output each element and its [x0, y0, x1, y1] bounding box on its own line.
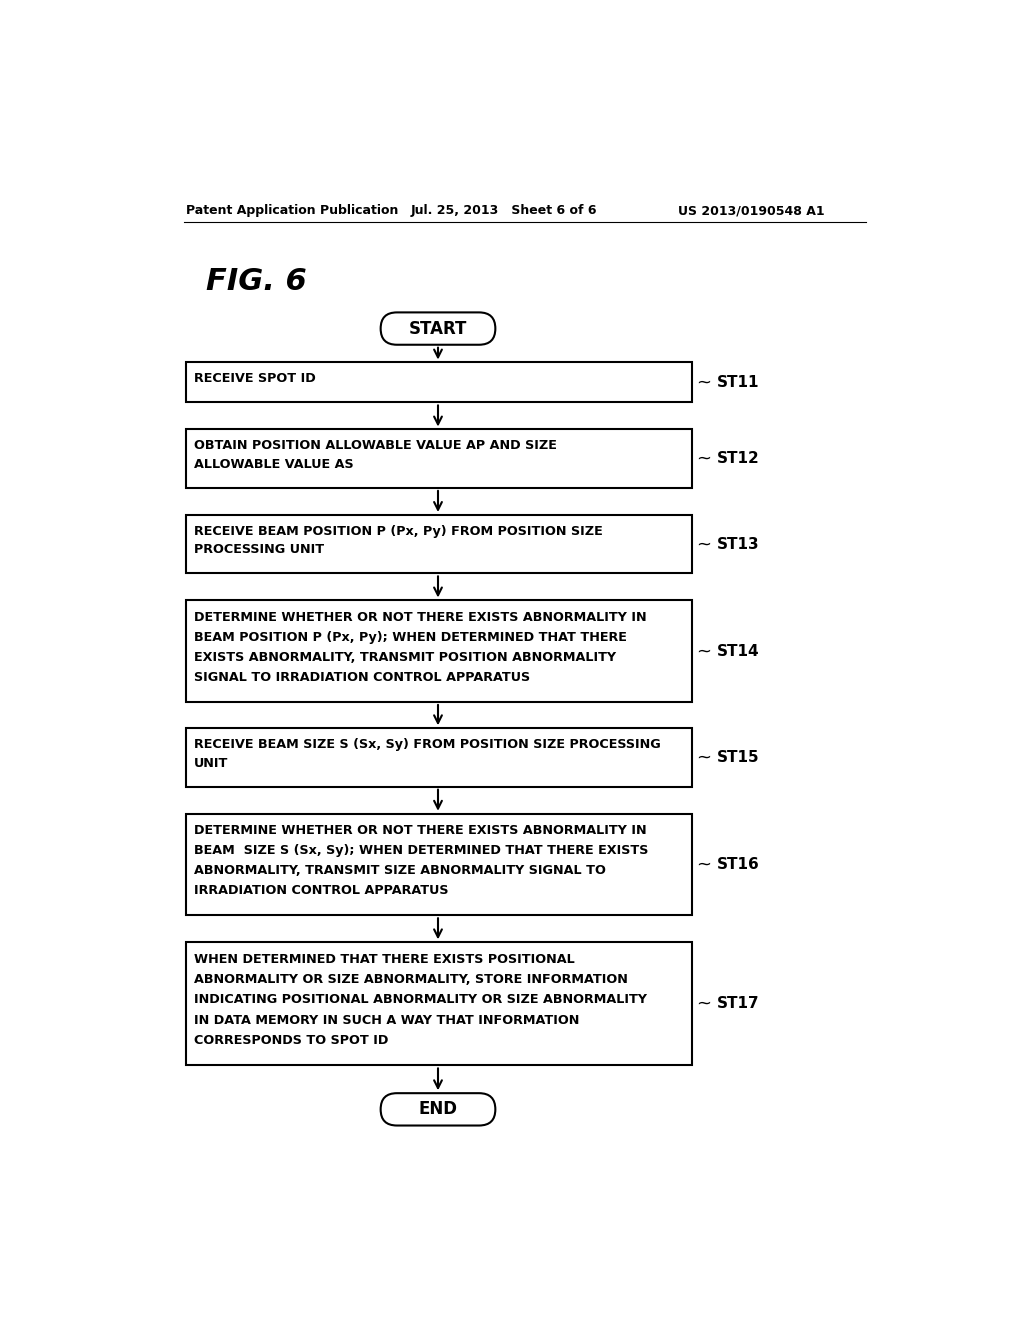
Text: ST16: ST16 [717, 857, 760, 873]
Bar [186, 813, 692, 915]
Text: ST13: ST13 [717, 537, 760, 552]
Bar [186, 601, 692, 702]
Text: ABNORMALITY, TRANSMIT SIZE ABNORMALITY SIGNAL TO: ABNORMALITY, TRANSMIT SIZE ABNORMALITY S… [194, 865, 606, 876]
Text: ST14: ST14 [717, 644, 760, 659]
Bar [186, 429, 692, 488]
Text: Patent Application Publication: Patent Application Publication [186, 205, 398, 218]
Text: ~: ~ [696, 995, 712, 1012]
Text: SIGNAL TO IRRADIATION CONTROL APPARATUS: SIGNAL TO IRRADIATION CONTROL APPARATUS [194, 671, 530, 684]
Text: UNIT: UNIT [194, 756, 228, 770]
Text: ~: ~ [696, 643, 712, 660]
Text: DETERMINE WHETHER OR NOT THERE EXISTS ABNORMALITY IN: DETERMINE WHETHER OR NOT THERE EXISTS AB… [194, 824, 646, 837]
Text: INDICATING POSITIONAL ABNORMALITY OR SIZE ABNORMALITY: INDICATING POSITIONAL ABNORMALITY OR SIZ… [194, 993, 647, 1006]
Text: IN DATA MEMORY IN SUCH A WAY THAT INFORMATION: IN DATA MEMORY IN SUCH A WAY THAT INFORM… [194, 1014, 580, 1027]
Text: ABNORMALITY OR SIZE ABNORMALITY, STORE INFORMATION: ABNORMALITY OR SIZE ABNORMALITY, STORE I… [194, 973, 628, 986]
Text: US 2013/0190548 A1: US 2013/0190548 A1 [678, 205, 825, 218]
FancyBboxPatch shape [381, 313, 496, 345]
Text: RECEIVE SPOT ID: RECEIVE SPOT ID [194, 372, 315, 385]
FancyBboxPatch shape [381, 1093, 496, 1126]
Text: EXISTS ABNORMALITY, TRANSMIT POSITION ABNORMALITY: EXISTS ABNORMALITY, TRANSMIT POSITION AB… [194, 651, 616, 664]
Bar [186, 729, 692, 787]
Text: ~: ~ [696, 748, 712, 767]
Text: BEAM  SIZE S (Sx, Sy); WHEN DETERMINED THAT THERE EXISTS: BEAM SIZE S (Sx, Sy); WHEN DETERMINED TH… [194, 843, 648, 857]
Text: Jul. 25, 2013   Sheet 6 of 6: Jul. 25, 2013 Sheet 6 of 6 [411, 205, 597, 218]
Text: ST12: ST12 [717, 451, 760, 466]
Text: IRRADIATION CONTROL APPARATUS: IRRADIATION CONTROL APPARATUS [194, 884, 449, 898]
Bar [186, 363, 692, 403]
Text: BEAM POSITION P (Px, Py); WHEN DETERMINED THAT THERE: BEAM POSITION P (Px, Py); WHEN DETERMINE… [194, 631, 627, 644]
Text: ~: ~ [696, 535, 712, 553]
Text: DETERMINE WHETHER OR NOT THERE EXISTS ABNORMALITY IN: DETERMINE WHETHER OR NOT THERE EXISTS AB… [194, 611, 646, 623]
Text: PROCESSING UNIT: PROCESSING UNIT [194, 544, 324, 556]
Text: RECEIVE BEAM SIZE S (Sx, Sy) FROM POSITION SIZE PROCESSING: RECEIVE BEAM SIZE S (Sx, Sy) FROM POSITI… [194, 738, 660, 751]
Text: FIG. 6: FIG. 6 [206, 267, 306, 296]
Text: ST11: ST11 [717, 375, 760, 389]
Text: WHEN DETERMINED THAT THERE EXISTS POSITIONAL: WHEN DETERMINED THAT THERE EXISTS POSITI… [194, 953, 574, 966]
Text: ST15: ST15 [717, 750, 760, 766]
Text: RECEIVE BEAM POSITION P (Px, Py) FROM POSITION SIZE: RECEIVE BEAM POSITION P (Px, Py) FROM PO… [194, 525, 603, 537]
Text: END: END [419, 1101, 458, 1118]
Bar [186, 942, 692, 1065]
Text: ~: ~ [696, 855, 712, 874]
Text: ALLOWABLE VALUE AS: ALLOWABLE VALUE AS [194, 458, 353, 471]
Text: START: START [409, 319, 467, 338]
Bar [186, 515, 692, 573]
Text: OBTAIN POSITION ALLOWABLE VALUE AP AND SIZE: OBTAIN POSITION ALLOWABLE VALUE AP AND S… [194, 440, 557, 453]
Text: ~: ~ [696, 374, 712, 392]
Text: CORRESPONDS TO SPOT ID: CORRESPONDS TO SPOT ID [194, 1034, 388, 1047]
Text: ~: ~ [696, 450, 712, 467]
Text: ST17: ST17 [717, 997, 760, 1011]
